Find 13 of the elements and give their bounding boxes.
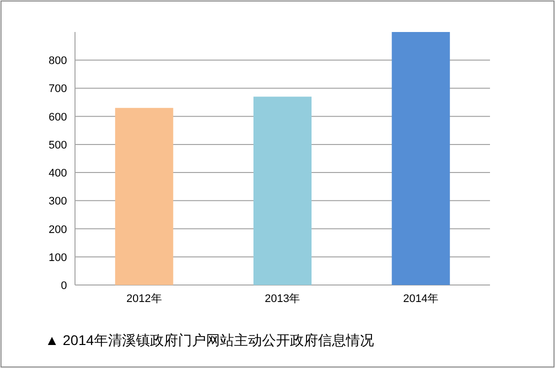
y-tick-label: 800 — [48, 55, 67, 68]
y-tick-label: 300 — [48, 196, 67, 208]
x-tick-label: 2014年 — [403, 293, 439, 305]
y-tick-label: 500 — [48, 139, 67, 152]
x-tick-label: 2012年 — [126, 293, 162, 305]
y-tick-label: 200 — [48, 224, 67, 236]
x-tick-label: 2013年 — [264, 293, 300, 305]
text: ▲ 2014年清溪镇政府门户网站主动公开政府信息情况 — [45, 332, 374, 348]
y-tick-label: 400 — [48, 168, 67, 180]
y-tick-label: 700 — [48, 83, 67, 96]
y-tick-label: 100 — [48, 252, 67, 264]
y-tick-label: 600 — [48, 111, 67, 124]
y-tick-label: 0 — [60, 280, 67, 292]
